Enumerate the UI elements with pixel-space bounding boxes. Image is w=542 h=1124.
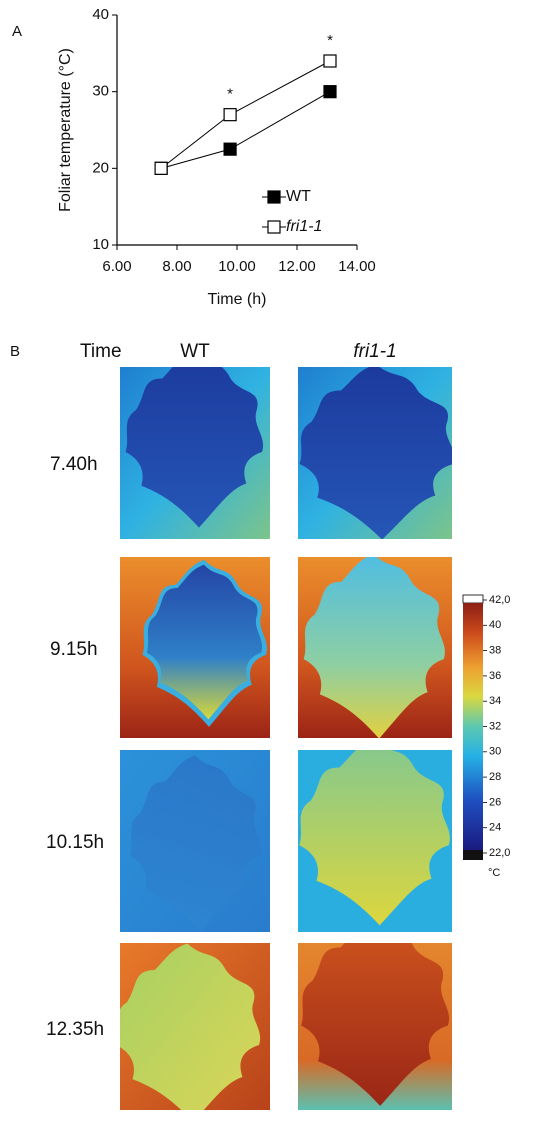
legend-label: WT — [286, 188, 311, 205]
colorbar-tick-label: 28 — [489, 771, 501, 783]
data-point — [323, 54, 337, 68]
data-point — [223, 108, 237, 122]
x-tick-label: 10.00 — [218, 258, 256, 275]
colorbar-tick-label: 26 — [489, 796, 501, 808]
colorbar-tick-label: 22,0 — [489, 847, 510, 859]
row-label: 7.40h — [50, 454, 98, 475]
series-line — [160, 91, 331, 169]
data-point — [154, 161, 168, 175]
panel-label: B — [10, 343, 20, 360]
x-tick-label: 6.00 — [102, 258, 131, 275]
y-tick-label: 40 — [92, 6, 109, 23]
axis-line — [116, 15, 357, 246]
series-line — [160, 60, 331, 169]
x-tick-label: 14.00 — [338, 258, 376, 275]
row-label: 9.15h — [50, 639, 98, 660]
line-chart: 10 20 30 40 6.00 8.00 10.00 12.00 14.00 * * WT fri1-… — [92, 6, 375, 275]
column-header: WT — [180, 341, 210, 362]
colorbar-tick-label: 32 — [489, 720, 501, 732]
x-tick-label: 12.00 — [278, 258, 316, 275]
row-label: 12.35h — [46, 1019, 104, 1040]
thermal-image — [298, 750, 452, 932]
y-tick-label: 20 — [92, 159, 109, 176]
significance-mark: * — [227, 86, 233, 103]
colorbar: °C — [462, 594, 500, 879]
y-tick-label: 10 — [92, 236, 109, 253]
colorbar-ticks: 42,0 40 38 36 34 32 30 28 26 24 22,0 — [483, 594, 510, 859]
thermal-image — [298, 367, 452, 539]
colorbar-scale — [463, 603, 483, 850]
thermal-image — [120, 557, 270, 738]
colorbar-tick-label: 24 — [489, 822, 501, 834]
colorbar-cap — [462, 594, 484, 604]
colorbar-cap — [463, 850, 483, 860]
colorbar-tick-label: 38 — [489, 645, 501, 657]
legend-label: fri1-1 — [286, 218, 322, 235]
colorbar-tick-label: 42,0 — [489, 594, 510, 606]
colorbar-tick-label: 30 — [489, 746, 501, 758]
legend-marker — [267, 220, 281, 234]
row-label: 10.15h — [46, 832, 104, 853]
colorbar-tick-label: 34 — [489, 695, 501, 707]
data-point — [223, 142, 237, 156]
legend-marker — [267, 190, 281, 204]
column-header: fri1-1 — [353, 341, 396, 362]
significance-mark: * — [327, 32, 333, 49]
thermal-image — [120, 750, 270, 932]
x-tick-label: 8.00 — [162, 258, 191, 275]
colorbar-tick-label: 36 — [489, 670, 501, 682]
colorbar-tick-label: 40 — [489, 619, 501, 631]
y-tick-label: 30 — [92, 83, 109, 100]
x-axis-label: Time (h) — [208, 291, 267, 308]
column-header: Time — [80, 341, 122, 362]
data-point — [323, 85, 337, 99]
panel-label: A — [12, 23, 22, 40]
thermal-image — [120, 367, 270, 539]
y-axis-label: Foliar temperature (°C) — [57, 48, 74, 212]
thermal-image — [298, 943, 452, 1110]
colorbar-unit: °C — [488, 867, 500, 879]
thermal-image — [120, 943, 270, 1110]
thermal-images — [120, 367, 452, 1110]
thermal-image — [298, 557, 452, 738]
